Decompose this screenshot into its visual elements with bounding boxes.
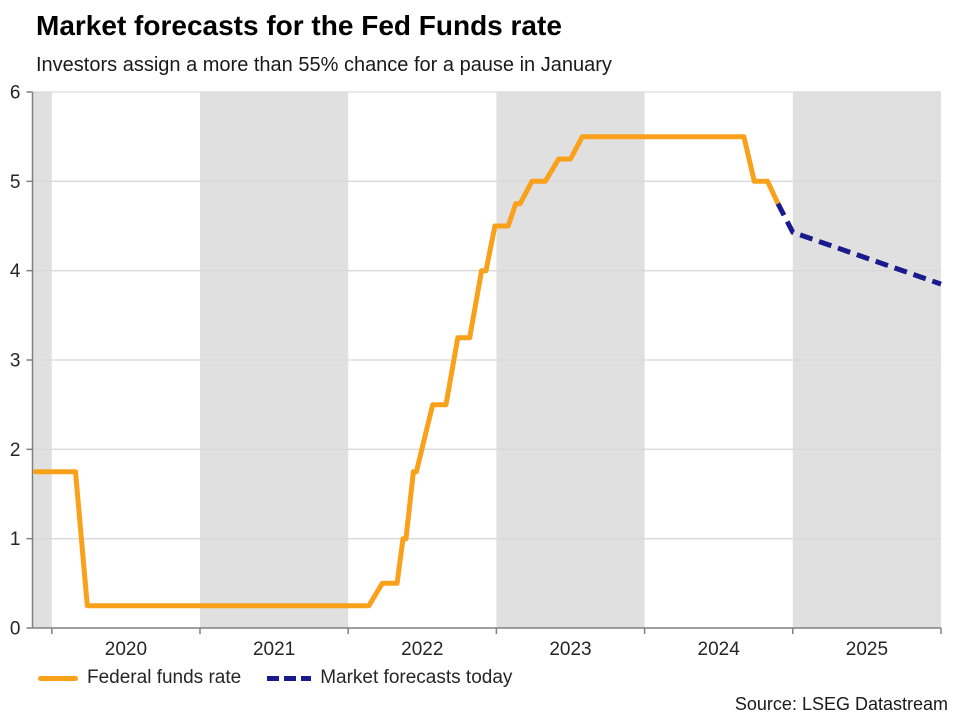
x-tick-label: 2021: [253, 639, 295, 660]
dashed-line-swatch-icon: [267, 675, 312, 681]
y-tick-label: 2: [10, 440, 21, 461]
chart-subtitle: Investors assign a more than 55% chance …: [36, 54, 612, 76]
federal-funds-rate-line: [33, 134, 781, 609]
y-tick-label: 4: [10, 261, 21, 282]
legend-label-federal-funds-rate: Federal funds rate: [87, 667, 242, 688]
legend-item-federal-funds-rate: Federal funds rate: [38, 667, 241, 689]
y-tick-label: 5: [10, 172, 21, 193]
y-tick-label: 6: [10, 83, 21, 104]
x-tick-label: 2024: [698, 639, 741, 660]
market-forecast-line: [775, 202, 942, 287]
legend: Federal funds rate Market forecasts toda…: [38, 667, 512, 689]
y-tick-label: 1: [10, 529, 21, 550]
x-tick-label: 2022: [401, 639, 443, 660]
source-credit: Source: LSEG Datastream: [734, 694, 948, 714]
x-tick-label: 2020: [105, 639, 147, 660]
y-tick-label: 3: [10, 351, 21, 372]
legend-label-market-forecasts: Market forecasts today: [320, 667, 513, 688]
x-tick-label: 2023: [549, 639, 591, 660]
x-tick-label: 2025: [846, 639, 888, 660]
legend-item-market-forecasts: Market forecasts today: [267, 667, 512, 689]
solid-line-swatch-icon: [38, 675, 78, 681]
chart-title: Market forecasts for the Fed Funds rate: [36, 10, 562, 41]
y-tick-label: 0: [10, 619, 21, 640]
